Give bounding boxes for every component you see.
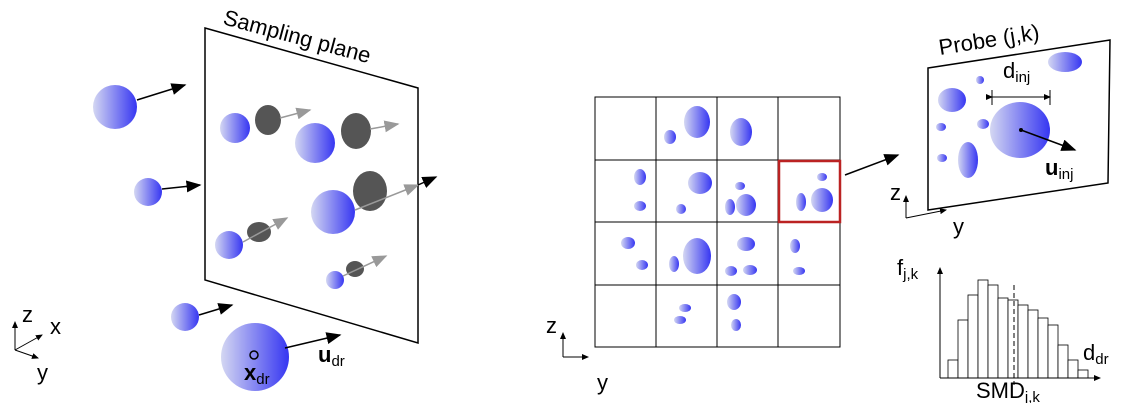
axis-label: y (953, 214, 964, 239)
arrow (137, 85, 185, 100)
histogram-bar (1028, 310, 1038, 378)
axis-label: y (37, 360, 48, 385)
diagram: Sampling plane xdr udr z x y z y Probe (… (0, 0, 1132, 403)
droplet (1048, 52, 1082, 72)
histogram-x-label: ddr (1083, 340, 1109, 368)
droplet (326, 271, 344, 289)
subscript: inj (1015, 69, 1030, 86)
droplet (636, 260, 648, 270)
droplet (790, 239, 800, 253)
axis (906, 210, 946, 218)
shadow (341, 113, 371, 149)
droplet (727, 294, 741, 310)
axis-label: z (22, 302, 33, 327)
droplet (937, 154, 947, 162)
smd-label: SMDj,k (976, 378, 1040, 403)
probe-grid: z y (546, 97, 898, 395)
histogram-bar (1018, 305, 1028, 378)
shadow (346, 261, 364, 277)
droplet (725, 266, 737, 276)
probe-detail: Probe (j,k) dinj uinj z y fj,k ddr SMDj,… (890, 19, 1110, 403)
histogram-bar (1078, 370, 1088, 378)
droplet (817, 173, 827, 181)
symbol: d (1083, 340, 1095, 365)
droplet (634, 201, 646, 211)
droplet (737, 237, 755, 251)
subscript: j,k (1024, 389, 1041, 403)
droplet (674, 316, 686, 324)
arrow (199, 305, 232, 315)
axis-label: z (546, 313, 557, 338)
histogram-bar (988, 285, 998, 378)
droplet (215, 231, 243, 259)
droplet (295, 123, 335, 163)
subscript: dr (256, 371, 269, 388)
droplet (938, 88, 966, 112)
droplet (735, 182, 745, 190)
symbol: x (244, 360, 257, 385)
arrow (162, 185, 200, 189)
velocity-label: udr (318, 342, 345, 370)
left-panel: Sampling plane xdr udr z x y (15, 5, 436, 391)
subscript: dr (331, 353, 344, 370)
histogram-bar (968, 295, 978, 378)
axis-label: y (597, 370, 608, 395)
droplet (688, 172, 712, 194)
shadow (353, 171, 387, 211)
axis-label: x (50, 314, 61, 339)
droplet (171, 303, 199, 331)
histogram (948, 280, 1088, 378)
shadow (255, 105, 281, 135)
droplet (311, 190, 355, 234)
droplet (736, 194, 756, 216)
subscript: dr (1095, 351, 1108, 368)
droplet (669, 256, 679, 272)
droplet (936, 123, 946, 131)
histogram-bar (948, 360, 958, 378)
symbol: u (318, 342, 331, 367)
droplet (684, 106, 710, 138)
histogram-bar (1038, 318, 1048, 378)
symbol: u (1045, 155, 1058, 180)
histogram-y-label: fj,k (897, 255, 919, 283)
droplet (93, 85, 137, 129)
droplet (977, 119, 989, 129)
droplet (621, 237, 635, 249)
droplet (958, 142, 978, 178)
droplet (725, 199, 735, 215)
symbol: SMD (976, 378, 1025, 403)
droplet (811, 188, 833, 212)
selected-probe (779, 161, 840, 222)
histogram-bar (998, 298, 1008, 378)
histogram-bar (958, 320, 968, 378)
axis-label: z (890, 180, 901, 205)
zoom-arrow (845, 155, 898, 175)
droplet (976, 76, 984, 84)
arrow (418, 177, 436, 185)
droplet (796, 193, 806, 211)
droplet (793, 267, 805, 275)
droplet (679, 304, 691, 312)
shadow (247, 222, 271, 242)
droplet (634, 169, 646, 185)
axis (15, 335, 42, 350)
histogram-bar (978, 280, 988, 378)
droplet (731, 319, 741, 331)
histogram-bar (1008, 300, 1018, 378)
droplet (664, 130, 676, 144)
droplet (683, 238, 711, 274)
histogram-bar (1068, 360, 1078, 378)
symbol: d (1003, 58, 1015, 83)
droplet (220, 113, 250, 143)
subscript: inj (1058, 166, 1073, 183)
histogram-bar (1048, 325, 1058, 378)
subscript: j,k (902, 266, 919, 283)
droplet (730, 118, 752, 146)
droplet (743, 265, 757, 275)
droplet (134, 178, 162, 206)
arrow (285, 335, 340, 348)
droplet (676, 204, 686, 214)
axis (15, 350, 38, 358)
histogram-bar (1058, 345, 1068, 378)
